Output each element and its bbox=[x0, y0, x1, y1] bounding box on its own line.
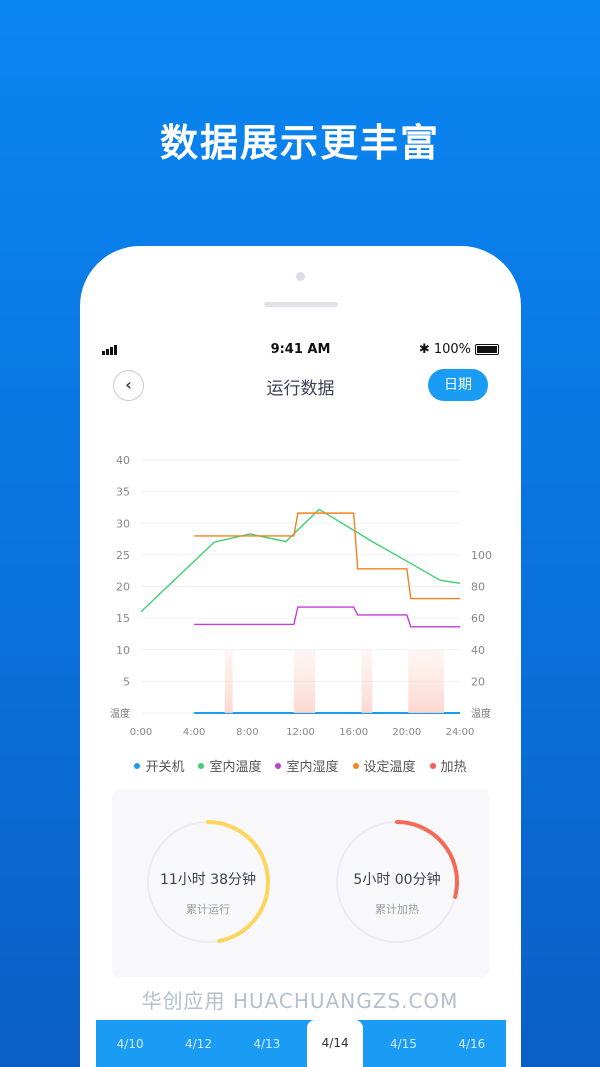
y-left-tick: 30 bbox=[116, 517, 130, 530]
legend-label: 开关机 bbox=[145, 760, 185, 775]
status-time: 9:41 AM bbox=[270, 342, 331, 357]
run-time-value: 11小时 38分钟 bbox=[159, 872, 257, 888]
series-line bbox=[140, 508, 461, 613]
y-left-label: 温度 bbox=[110, 707, 130, 720]
legend-item[interactable]: 室内湿度 bbox=[275, 756, 339, 775]
run-time-label: 累计运行 bbox=[186, 903, 230, 916]
signal-icon bbox=[102, 345, 117, 355]
gauge-arc bbox=[146, 820, 270, 944]
y-left-tick: 40 bbox=[116, 454, 130, 467]
heat-band bbox=[224, 649, 233, 713]
phone-frame: 9:41 AM ✱ 100% ‹ 运行数据 日期 5 10 15 20 25 30 35 40… bbox=[80, 246, 521, 1067]
run-time-gauge: 11小时 38分钟 累计运行 bbox=[145, 819, 271, 945]
gauge-arc bbox=[335, 820, 459, 944]
legend-label: 设定温度 bbox=[363, 760, 416, 775]
back-button[interactable]: ‹ bbox=[113, 370, 144, 401]
x-tick: 12:00 bbox=[286, 727, 315, 738]
x-tick: 4:00 bbox=[183, 727, 205, 738]
y-left-tick: 20 bbox=[116, 581, 130, 594]
nav-bar: ‹ 运行数据 日期 bbox=[80, 368, 521, 404]
heat-band bbox=[361, 649, 373, 713]
y-left-tick: 35 bbox=[116, 486, 130, 499]
date-tab[interactable]: 4/10 bbox=[116, 1036, 144, 1051]
series-line bbox=[194, 512, 460, 600]
x-tick: 8:00 bbox=[236, 727, 258, 738]
y-left-tick: 10 bbox=[116, 644, 130, 657]
headline: 数据展示更丰富 bbox=[159, 121, 440, 165]
stats-card: 11小时 38分钟 累计运行 5小时 00分钟 累计加热 bbox=[112, 789, 489, 977]
status-bar: 9:41 AM ✱ 100% bbox=[102, 342, 499, 358]
battery-percent: 100% bbox=[433, 342, 471, 357]
date-button[interactable]: 日期 bbox=[428, 369, 488, 401]
y-right-tick: 40 bbox=[471, 644, 485, 657]
date-tab[interactable]: 4/12 bbox=[185, 1036, 212, 1051]
page-title: 运行数据 bbox=[266, 379, 335, 399]
x-tick: 20:00 bbox=[392, 727, 421, 738]
heat-time-label: 累计加热 bbox=[375, 903, 419, 916]
legend-label: 加热 bbox=[440, 760, 467, 775]
watermark: 华创应用 HUACHUANGZS.COM bbox=[141, 989, 459, 1013]
series-line bbox=[194, 606, 460, 628]
legend-item[interactable]: 开关机 bbox=[134, 756, 184, 775]
legend-dot bbox=[429, 762, 436, 769]
heat-band bbox=[408, 649, 445, 713]
chart-legend: 开关机 室内温度 室内湿度 设定温度 加热 bbox=[80, 756, 521, 775]
date-tab[interactable]: 4/16 bbox=[458, 1036, 486, 1051]
legend-label: 室内湿度 bbox=[286, 760, 339, 775]
bluetooth-icon: ✱ bbox=[418, 342, 430, 357]
y-right-label: 温度 bbox=[471, 707, 491, 720]
y-right-tick: 80 bbox=[471, 581, 485, 594]
legend-item[interactable]: 加热 bbox=[429, 756, 467, 775]
y-left-tick: 5 bbox=[123, 675, 130, 688]
legend-item[interactable]: 设定温度 bbox=[352, 756, 416, 775]
heat-time-gauge: 5小时 00分钟 累计加热 bbox=[334, 819, 460, 945]
legend-dot bbox=[275, 762, 282, 769]
chevron-left-icon: ‹ bbox=[125, 375, 132, 394]
legend-dot bbox=[134, 762, 141, 769]
x-tick: 24:00 bbox=[446, 727, 475, 738]
legend-dot bbox=[198, 762, 205, 769]
y-right-tick: 60 bbox=[471, 612, 485, 625]
y-right-tick: 20 bbox=[471, 675, 485, 688]
legend-dot bbox=[352, 762, 359, 769]
x-tick: 0:00 bbox=[130, 727, 152, 738]
heat-band bbox=[293, 649, 316, 713]
legend-label: 室内温度 bbox=[209, 760, 262, 775]
date-tab[interactable]: 4/15 bbox=[389, 1036, 417, 1051]
heat-time-value: 5小时 00分钟 bbox=[353, 872, 441, 888]
speaker bbox=[264, 302, 338, 307]
legend-item[interactable]: 室内温度 bbox=[198, 756, 261, 775]
y-right-tick: 100 bbox=[471, 549, 492, 562]
y-left-tick: 25 bbox=[116, 549, 130, 562]
date-tab[interactable]: 4/13 bbox=[253, 1036, 281, 1051]
y-left-tick: 15 bbox=[116, 612, 130, 625]
battery-icon bbox=[475, 344, 499, 355]
x-tick: 16:00 bbox=[339, 727, 368, 738]
date-tab[interactable]: 4/14 bbox=[307, 1020, 364, 1067]
camera bbox=[296, 272, 305, 281]
date-strip: 4/10 4/12 4/13 4/14 4/15 4/16 bbox=[96, 1020, 506, 1067]
